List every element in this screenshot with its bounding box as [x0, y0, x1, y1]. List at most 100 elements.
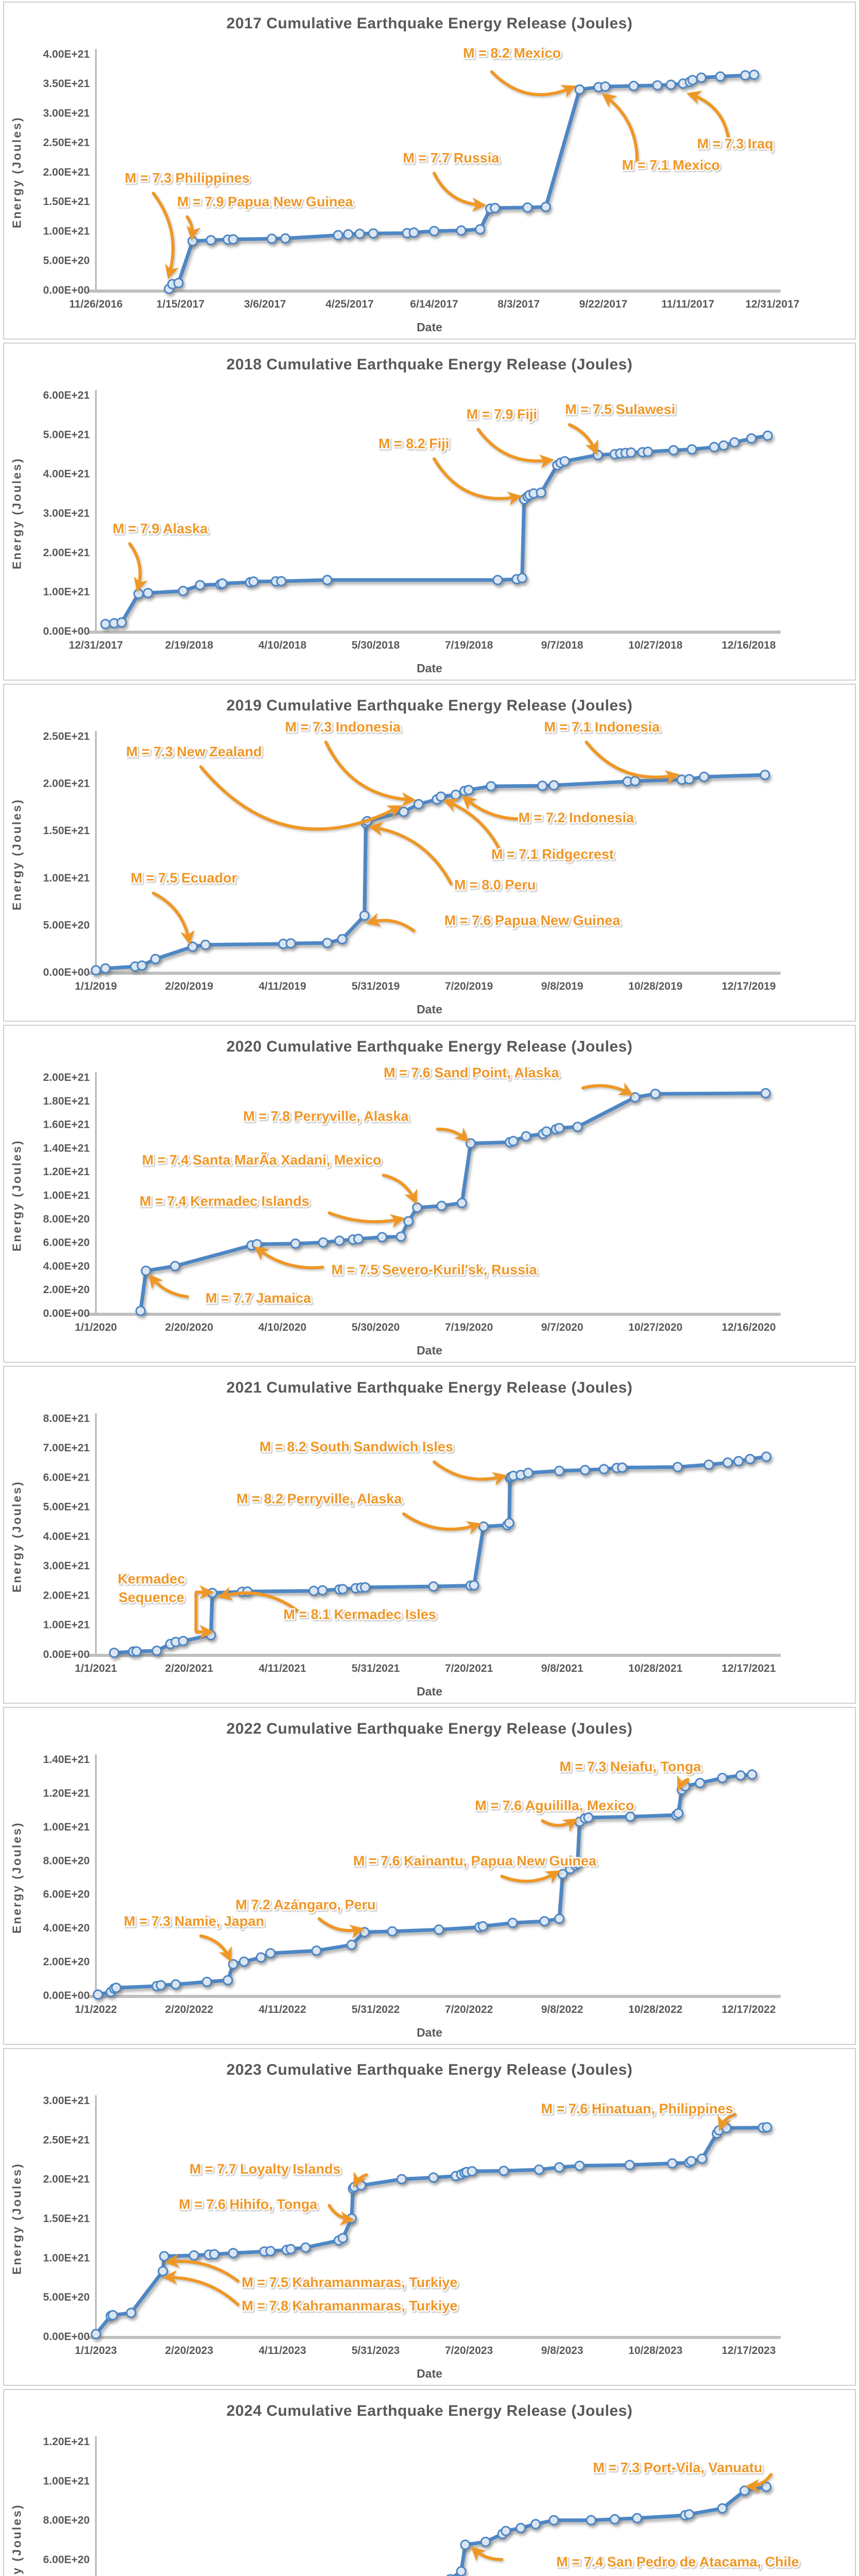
- chart-title: 2019 Cumulative Earthquake Energy Releas…: [226, 697, 633, 714]
- data-point: [228, 2248, 238, 2259]
- data-point: [739, 2485, 750, 2496]
- annotation-arrow: [353, 2171, 368, 2188]
- data-point: [762, 430, 773, 441]
- data-point: [630, 776, 641, 786]
- data-point: [548, 780, 559, 791]
- data-point: [540, 201, 551, 212]
- data-point: [673, 1808, 684, 1819]
- data-point: [228, 1959, 238, 1970]
- annotation-arrow: [461, 795, 524, 821]
- annotation-label: M = 7.3 Neiafu, Tonga: [559, 1759, 701, 1774]
- data-point: [665, 79, 676, 90]
- y-axis-title: Energy (Joules): [10, 116, 24, 228]
- data-point: [600, 81, 611, 92]
- y-tick-label: 0.00E+00: [43, 2331, 90, 2343]
- data-point: [717, 2503, 728, 2514]
- x-tick-label: 7/19/2020: [445, 1321, 493, 1333]
- data-point: [159, 2251, 169, 2262]
- data-point: [143, 588, 153, 598]
- chart-2018-plot: 0.00E+00 1.00E+21 2.00E+21 3.00E+21 4.00E+21…: [43, 389, 781, 651]
- data-point: [290, 1238, 301, 1249]
- y-tick-label: 8.00E+20: [43, 1855, 90, 1867]
- data-point: [446, 2574, 455, 2576]
- data-point: [413, 799, 424, 809]
- data-point: [548, 2515, 559, 2526]
- data-point: [572, 1122, 583, 1132]
- x-tick-label: 4/10/2020: [259, 1321, 306, 1333]
- data-points: [100, 430, 773, 630]
- data-point: [408, 227, 419, 238]
- data-point: [554, 1123, 565, 1133]
- data-point: [150, 954, 161, 964]
- x-tick-label: 2/20/2019: [165, 980, 213, 992]
- y-tick-label: 0.00E+00: [43, 284, 90, 296]
- data-point: [718, 440, 729, 451]
- data-point: [507, 1918, 518, 1928]
- data-point: [248, 576, 259, 587]
- x-tick-label: 12/31/2017: [745, 298, 799, 310]
- data-point: [368, 228, 379, 239]
- x-tick-label: 1/1/2021: [75, 1663, 117, 1674]
- chart-2022-plot: 0.00E+00 2.00E+20 4.00E+20 6.00E+20 8.00E+20…: [43, 1754, 781, 2015]
- x-tick-label: 12/16/2020: [721, 1321, 776, 1333]
- x-tick-label: 7/20/2023: [445, 2345, 493, 2357]
- annotation-label: M = 8.2 South Sandwich Isles: [260, 1439, 453, 1454]
- annotation-arrow: [490, 70, 576, 98]
- data-point: [126, 2308, 136, 2318]
- x-tick-label: 2/20/2022: [165, 2004, 213, 2015]
- annotation-label: M = 8.2 Perryville, Alaska: [236, 1491, 402, 1506]
- y-tick-label: 5.00E+21: [43, 1501, 90, 1513]
- annotation-label: M = 7.6 Sand Point, Alaska: [384, 1065, 560, 1080]
- data-point: [360, 1582, 371, 1592]
- annotation-label: M = 7.3 Iraq: [697, 136, 774, 151]
- x-tick-label: 1/1/2019: [75, 980, 117, 992]
- y-tick-label: 2.50E+21: [43, 2134, 90, 2146]
- x-tick-label: 10/28/2023: [628, 2345, 682, 2357]
- data-point: [516, 2522, 526, 2533]
- data-point: [687, 75, 698, 86]
- y-tick-label: 4.00E+21: [43, 1531, 90, 1543]
- annotation-arrow: [677, 1775, 690, 1791]
- x-tick-label: 9/22/2017: [579, 298, 627, 310]
- annotation-arrow: [686, 91, 730, 140]
- chart-2020-plot: 0.00E+00 2.00E+20 4.00E+20 6.00E+20 8.00E+20…: [43, 1064, 781, 1333]
- data-point: [428, 2172, 439, 2183]
- data-point: [434, 1924, 444, 1935]
- data-point: [504, 1518, 514, 1529]
- data-points: [91, 770, 770, 976]
- x-tick-label: 9/7/2020: [541, 1321, 583, 1333]
- annotation-arrow: [317, 1917, 365, 1939]
- x-tick-label: 2/20/2021: [165, 1663, 214, 1674]
- y-tick-label: 6.00E+21: [43, 1472, 90, 1484]
- annotation-label: Sequence: [118, 1590, 184, 1605]
- annotation-arrow: [402, 1512, 482, 1535]
- y-tick-label: 1.20E+21: [43, 2436, 90, 2448]
- x-tick-label: 4/25/2017: [325, 298, 373, 310]
- annotation-arrow: [324, 740, 416, 807]
- data-point: [436, 791, 446, 802]
- y-axis-title: Energy (Joules): [10, 1821, 24, 1934]
- x-tick-label: 11/26/2016: [69, 298, 123, 310]
- y-axis-title: Energy (Joules): [10, 1139, 24, 1251]
- x-tick-label: 9/8/2023: [541, 2345, 583, 2357]
- annotation-arrow: [433, 172, 487, 212]
- data-point: [276, 576, 287, 587]
- data-line: [452, 2485, 767, 2576]
- x-tick-label: 9/8/2021: [541, 1663, 583, 1674]
- y-axis-title: Energy (Joules): [10, 457, 24, 569]
- data-point: [572, 1858, 583, 1869]
- y-tick-label: 2.00E+21: [43, 1590, 90, 1602]
- y-tick-label: 1.50E+21: [43, 196, 90, 208]
- annotation-arrow: [436, 1127, 470, 1143]
- y-tick-label: 3.50E+21: [43, 78, 90, 90]
- annotation-label: M = 7.6 Hinatuan, Philippines: [541, 2101, 733, 2116]
- y-tick-label: 5.00E+20: [43, 919, 90, 931]
- y-tick-label: 6.00E+20: [43, 2554, 90, 2566]
- annotation-label: M = 7.4 Kermadec Islands: [140, 1194, 310, 1209]
- data-points: [446, 2481, 772, 2576]
- data-point: [308, 1585, 319, 1596]
- annotation-arrow: [148, 1274, 189, 1298]
- data-point: [630, 1092, 641, 1103]
- chart-panel-2020: 2020 Cumulative Earthquake Energy Releas…: [3, 1025, 856, 1363]
- y-tick-label: 5.00E+20: [43, 2292, 90, 2303]
